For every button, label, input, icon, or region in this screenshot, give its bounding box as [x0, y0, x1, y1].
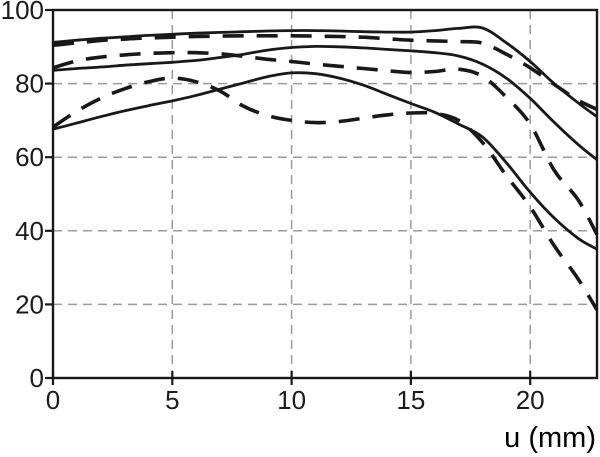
plot-border	[51, 8, 599, 380]
curve-lower-solid	[52, 71, 598, 251]
x-tick-label-10: 10	[277, 385, 306, 415]
y-tick-label-60: 60	[15, 142, 44, 172]
axis-ticks	[45, 8, 532, 385]
curve-middle-dashed	[52, 50, 599, 236]
y-tick-label-80: 80	[15, 69, 44, 99]
curve-middle-solid	[52, 44, 598, 161]
x-tick-label-5: 5	[165, 385, 179, 415]
x-tick-label-15: 15	[396, 385, 425, 415]
curve-upper-solid	[52, 25, 598, 118]
plot-frame	[51, 8, 599, 380]
y-tick-label-40: 40	[15, 216, 44, 246]
x-tick-label-0: 0	[46, 385, 60, 415]
x-axis-label: u (mm)	[504, 422, 596, 454]
curve-lower-dashed	[52, 76, 599, 311]
y-tick-label-20: 20	[15, 289, 44, 319]
curve-upper-dashed	[52, 33, 598, 112]
y-tick-label-0: 0	[30, 363, 44, 393]
y-tick-label-100: 100	[1, 0, 44, 25]
x-tick-label-20: 20	[516, 385, 545, 415]
mtf-curves	[52, 25, 599, 311]
axis-tick-labels: 0 5 10 15 20 0 20 40 60 80 100	[1, 0, 545, 415]
